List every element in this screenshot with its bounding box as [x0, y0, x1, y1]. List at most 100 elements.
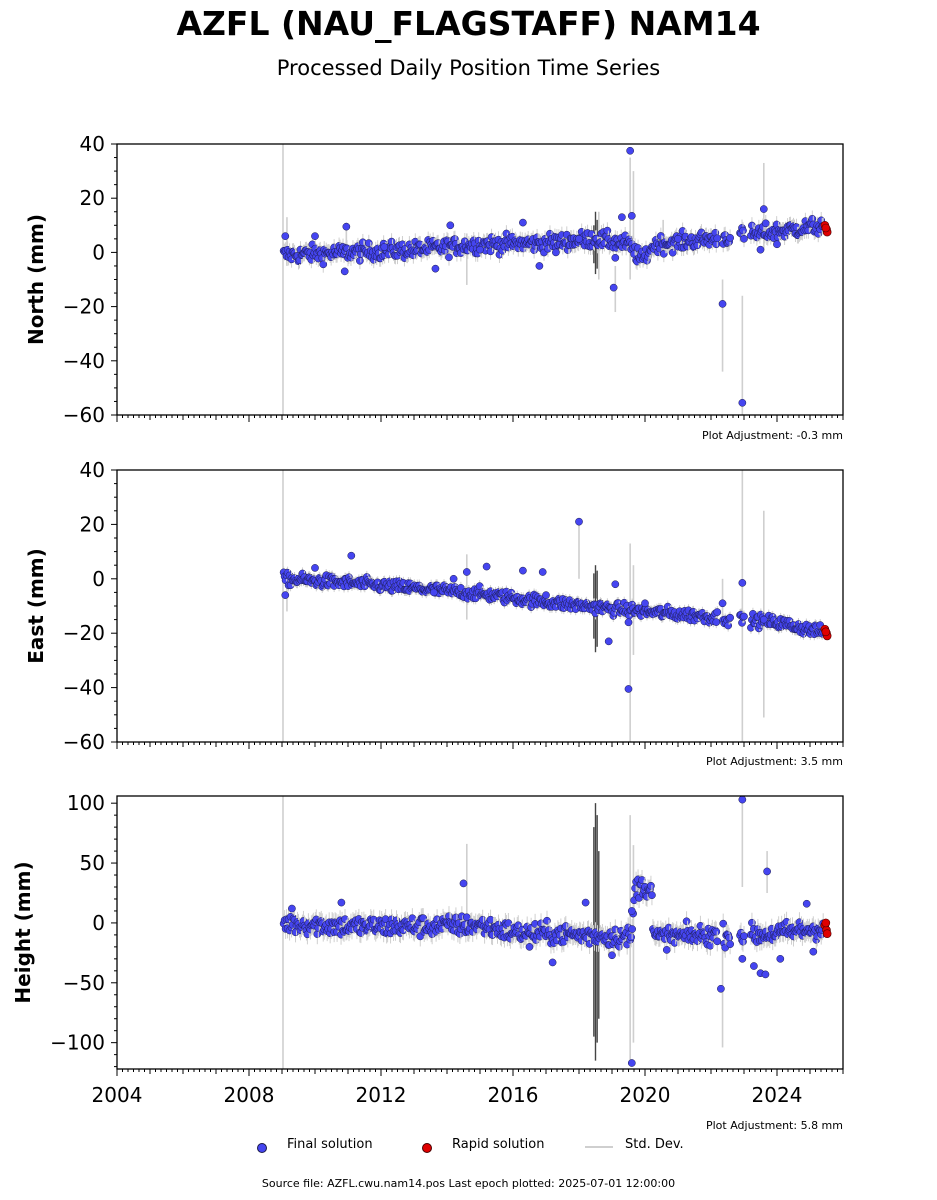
north-final-point [364, 239, 373, 247]
height-final-point [648, 891, 656, 900]
legend-final: Final solution [257, 1137, 373, 1153]
east-final-point [726, 613, 734, 622]
north-outlier-point [609, 283, 618, 292]
north-outlier-point [342, 222, 351, 231]
north-outlier-point [738, 398, 747, 407]
north-outlier-point [773, 240, 781, 249]
east-final-point [740, 612, 748, 621]
east-outlier-point [624, 685, 633, 693]
legend-rapid: Rapid solution [422, 1137, 545, 1153]
height-outlier-point [750, 962, 758, 970]
height-outlier-point [738, 954, 747, 963]
height-panel: 100 50 0 −50 −100 2004 2008 2012 2016 2020 2024 Hei… [11, 791, 844, 1107]
east-ytick-label: −60 [63, 730, 105, 754]
height-outlier-point [776, 954, 785, 963]
height-xtick-label: 2016 [488, 1083, 539, 1107]
north-outlier-point [611, 253, 620, 262]
east-ytick-label: −40 [63, 676, 105, 700]
height-rapid-point [822, 929, 832, 938]
east-outlier-point [462, 568, 471, 576]
height-outlier-point [761, 970, 770, 979]
north-rapid-point [821, 223, 831, 233]
height-outlier-point [337, 898, 346, 907]
north-ytick-label: 40 [80, 132, 105, 156]
height-final-point [628, 925, 636, 933]
rapid-marker-icon [422, 1143, 432, 1153]
north-outlier-point [756, 245, 765, 254]
height-outlier-point [548, 958, 557, 967]
east-final-point [713, 608, 722, 616]
height-outlier-point [608, 951, 616, 960]
north-final-point [740, 234, 748, 243]
east-final-point [724, 621, 733, 630]
north-outlier-point [575, 235, 583, 243]
height-outlier-point [717, 984, 725, 993]
north-axes-frame [116, 143, 844, 416]
height-outlier-point [802, 899, 811, 908]
east-ytick-label: 20 [80, 512, 105, 536]
height-final-point [706, 941, 715, 950]
height-outlier-point [581, 898, 590, 907]
height-final-point [543, 916, 551, 925]
height-outlier-point [627, 1059, 636, 1067]
north-outlier-point [380, 243, 389, 251]
north-outlier-point [552, 248, 560, 257]
east-plot-adjustment: Plot Adjustment: 3.5 mm [705, 755, 843, 768]
north-outlier-point [446, 221, 455, 230]
height-ytick-label: 0 [92, 911, 105, 935]
height-final-point [682, 917, 691, 926]
source-footer: Source file: AZFL.cwu.nam14.pos Last epo… [261, 1177, 676, 1190]
height-final-point [627, 933, 635, 942]
north-ylabel: North (mm) [24, 214, 48, 345]
north-outlier-point [519, 218, 527, 227]
east-final-points [279, 517, 832, 693]
east-ytick-label: −20 [63, 621, 105, 645]
chart-title: AZFL (NAU_FLAGSTAFF) NAM14 [176, 4, 761, 43]
east-axes-frame [116, 469, 844, 743]
height-outlier-point [738, 795, 747, 804]
north-outlier-point [626, 146, 635, 155]
north-final-point [726, 234, 734, 242]
height-final-point [662, 946, 671, 954]
east-ytick-label: 0 [92, 567, 105, 591]
east-outlier-point [519, 566, 527, 575]
north-outlier-point [759, 205, 768, 213]
height-final-point [719, 919, 728, 928]
legend-rapid-label: Rapid solution [452, 1137, 545, 1152]
north-outlier-point [535, 262, 544, 270]
height-outlier-point [288, 904, 296, 913]
east-outlier-point [759, 615, 768, 624]
height-outlier-point [763, 867, 771, 876]
east-outlier-point [429, 588, 438, 597]
east-outlier-point [281, 591, 290, 599]
height-xtick-label: 2024 [752, 1083, 803, 1107]
east-final-point [712, 618, 721, 626]
north-outlier-point [311, 232, 319, 240]
legend-stddev-label: Std. Dev. [625, 1137, 684, 1152]
north-final-point [445, 253, 453, 262]
east-outlier-point [611, 580, 620, 589]
north-outlier-point [674, 235, 682, 243]
height-final-point [504, 919, 513, 927]
north-ytick-label: −60 [63, 403, 105, 427]
north-final-point [668, 248, 677, 257]
north-ytick-label: −40 [63, 349, 105, 373]
east-rapid-point [821, 627, 831, 637]
height-xtick-label: 2008 [224, 1083, 275, 1107]
height-final-point [725, 933, 734, 942]
height-outlier-point [809, 947, 818, 956]
north-ytick-label: 0 [92, 240, 105, 264]
east-outlier-point [624, 618, 633, 627]
height-outlier-point [459, 879, 468, 888]
height-final-point [712, 927, 721, 936]
north-ytick-label: 20 [80, 186, 105, 210]
north-ytick-label: −20 [63, 295, 105, 319]
east-outlier-point [641, 599, 649, 608]
east-outlier-point [347, 551, 356, 560]
legend-final-label: Final solution [287, 1137, 373, 1152]
height-outlier-point [627, 907, 636, 915]
height-ytick-label: 100 [67, 791, 105, 815]
north-plot-adjustment: Plot Adjustment: -0.3 mm [702, 429, 843, 442]
east-outlier-point [542, 591, 550, 599]
north-outlier-point [431, 264, 440, 273]
